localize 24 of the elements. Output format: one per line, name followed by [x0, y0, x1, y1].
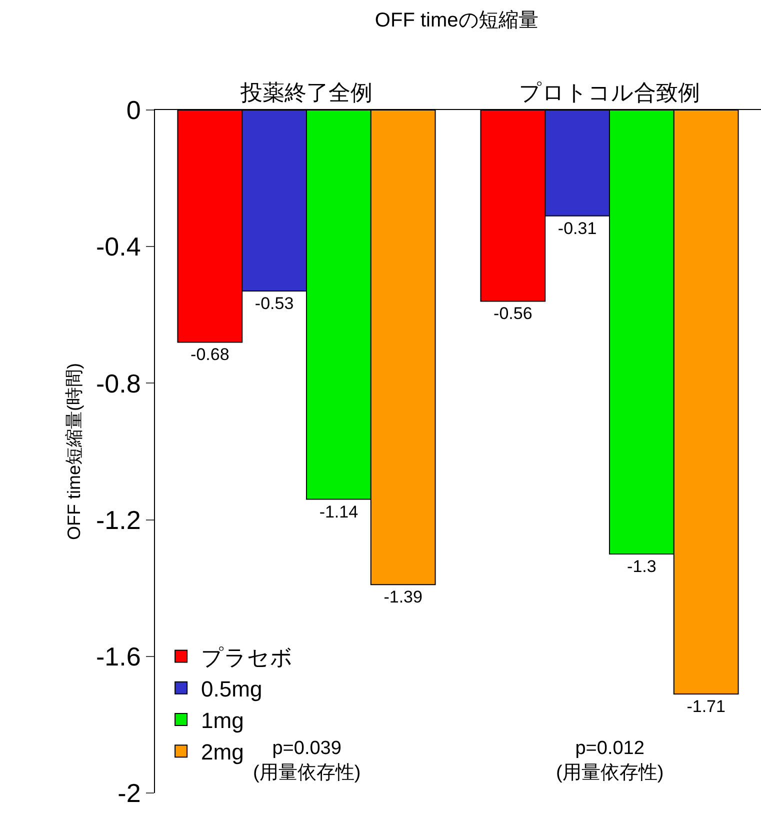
y-axis-title: OFF time短縮量(時間)	[64, 363, 84, 540]
y-tick-label: 0	[126, 95, 141, 126]
legend-label: 1mg	[201, 708, 244, 734]
data-label: -1.39	[384, 588, 422, 607]
annotation: p=0.012 (用量依存性)	[556, 738, 664, 784]
legend-label: 0.5mg	[201, 676, 262, 702]
legend-label: 2mg	[201, 740, 244, 765]
y-tick-label: -2	[118, 778, 141, 808]
x-tick-label: プロトコル合致例	[519, 80, 700, 106]
data-label: -0.53	[254, 294, 294, 313]
y-tick-label: -0.8	[96, 368, 141, 398]
y-tick-label: -1.2	[96, 504, 141, 535]
data-label: -1.3	[627, 556, 656, 576]
chart-title: OFF timeの短縮量	[374, 9, 538, 32]
x-tick-label: 投薬終了全例	[240, 80, 372, 106]
legend-label: プラセボ	[201, 644, 294, 670]
data-label: -1.14	[319, 502, 358, 522]
data-label: -0.31	[558, 218, 597, 238]
data-label: -1.71	[686, 696, 726, 716]
y-tick-label: -0.4	[96, 232, 141, 262]
annotation: p=0.039 (用量依存性)	[253, 738, 361, 784]
y-tick-label: -1.6	[96, 642, 141, 672]
data-label: -0.68	[190, 345, 230, 364]
data-label: -0.56	[494, 304, 532, 324]
